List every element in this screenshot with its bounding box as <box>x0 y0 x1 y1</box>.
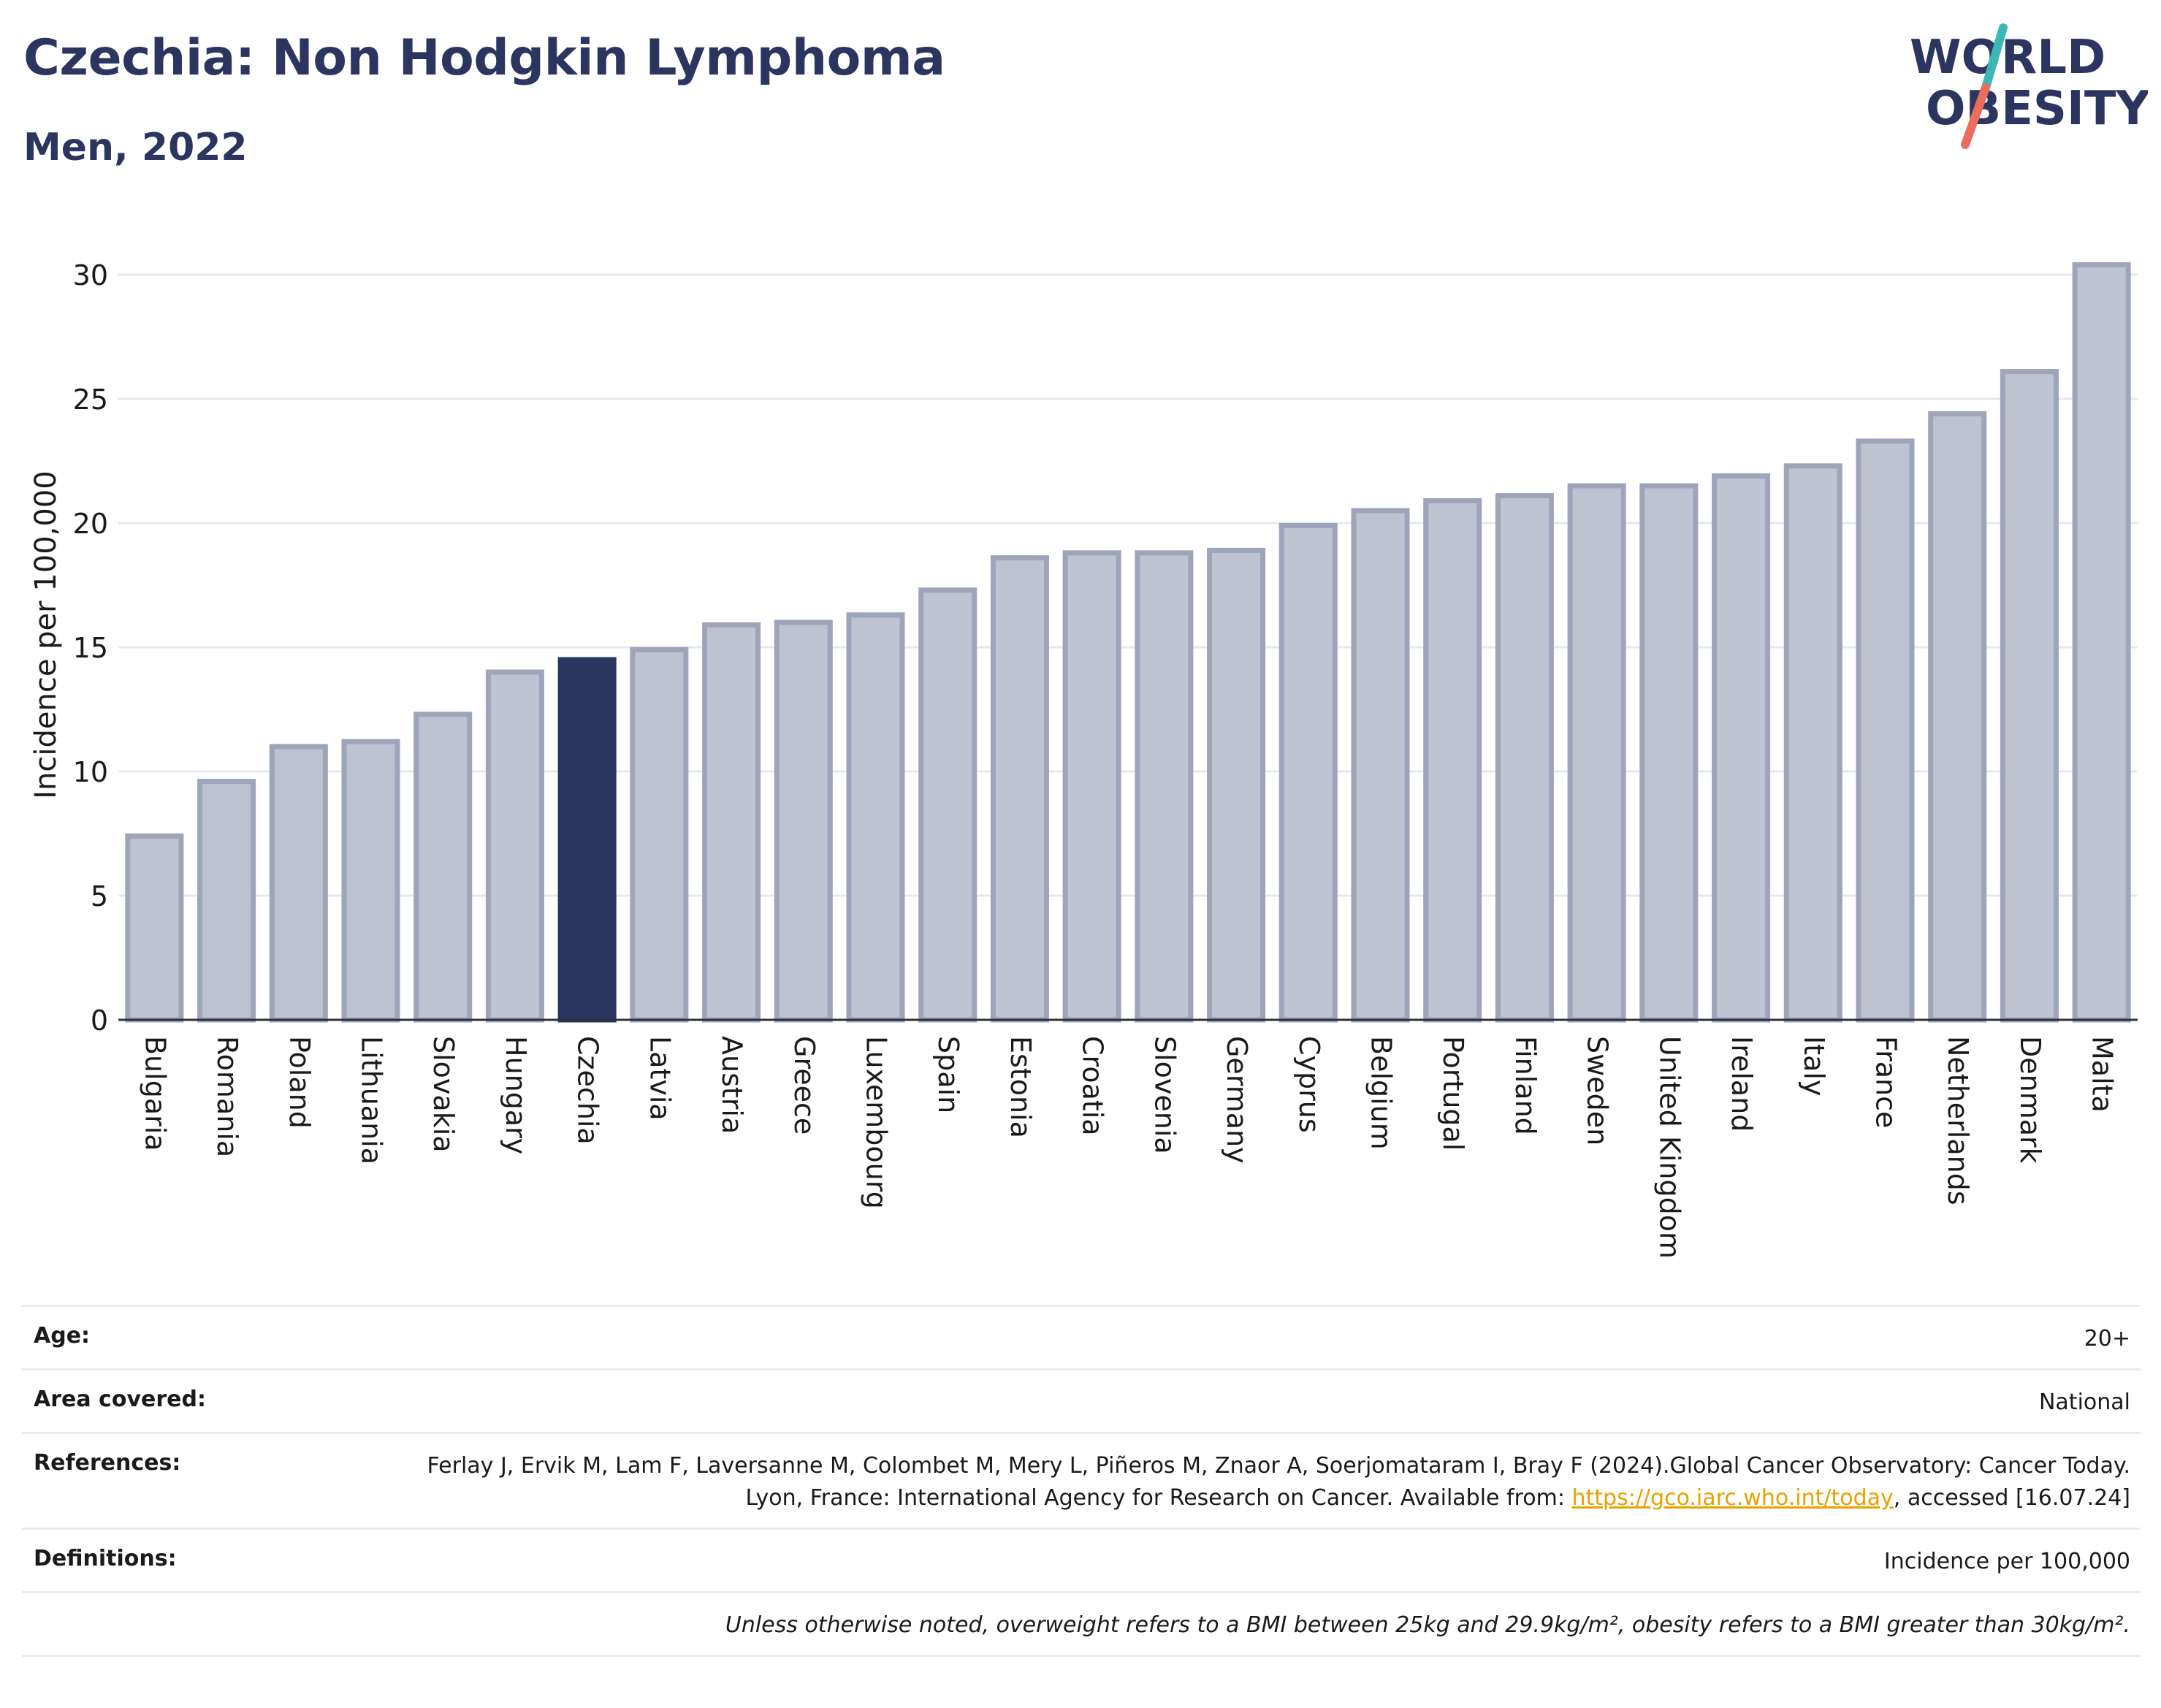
x-tick-label: United Kingdom <box>1653 1036 1685 1259</box>
chart-subtitle: Men, 2022 <box>23 126 248 169</box>
bar-poland <box>269 744 328 1023</box>
age-label: Age: <box>34 1323 91 1349</box>
x-tick-label: Sweden <box>1582 1036 1614 1145</box>
references-accessed: , accessed [16.07.24] <box>1893 1485 2130 1511</box>
bar-lithuania <box>341 739 400 1023</box>
bar-estonia <box>990 555 1049 1023</box>
x-tick-label: Poland <box>283 1036 316 1129</box>
area-value: National <box>2038 1389 2130 1415</box>
y-tick-label: 15 <box>73 632 108 664</box>
x-tick-label: Belgium <box>1365 1036 1398 1150</box>
bar-united-kingdom <box>1639 483 1699 1023</box>
x-tick-label: Ireland <box>1726 1036 1758 1132</box>
x-tick-label: Spain <box>932 1036 964 1113</box>
bar-slovakia <box>413 712 473 1023</box>
bar-belgium <box>1351 508 1410 1023</box>
bars <box>125 262 2131 1023</box>
meta-row-age: Age: 20+ <box>22 1305 2141 1368</box>
logo-slash-teal <box>1981 23 2008 92</box>
y-tick-label: 25 <box>73 384 108 416</box>
bar-czechia <box>557 657 617 1023</box>
bar-france <box>1856 438 1915 1023</box>
bar-sweden <box>1567 483 1626 1023</box>
bar-latvia <box>630 647 689 1023</box>
bmi-note: Unless otherwise noted, overweight refer… <box>725 1612 2130 1638</box>
x-tick-label: Austria <box>716 1036 748 1134</box>
bar-malta <box>2072 262 2131 1023</box>
x-tick-label: Bulgaria <box>139 1036 171 1151</box>
bar-slovenia <box>1135 550 1194 1023</box>
x-tick-label: Czechia <box>572 1036 604 1145</box>
world-obesity-logo: WORLD OBESITY <box>1910 23 2148 149</box>
x-tick-label: Cyprus <box>1293 1036 1325 1133</box>
x-tick-label: Denmark <box>2014 1036 2046 1164</box>
x-tick-label: Slovenia <box>1148 1036 1181 1154</box>
x-tick-label: Germany <box>1221 1036 1253 1164</box>
logo-slash-coral <box>1961 83 1990 149</box>
meta-row-definitions: Definitions: Incidence per 100,000 <box>22 1528 2141 1591</box>
area-label: Area covered: <box>34 1387 206 1412</box>
bar-austria <box>702 622 761 1023</box>
logo-word-obesity: OBESITY <box>1926 82 2148 136</box>
bar-ireland <box>1712 473 1771 1023</box>
bar-romania <box>197 779 256 1023</box>
x-tick-label: Latvia <box>644 1036 676 1121</box>
x-tick-label: Netherlands <box>1942 1036 1974 1205</box>
bar-netherlands <box>1928 411 1987 1023</box>
bar-hungary <box>485 669 544 1023</box>
y-tick-label: 20 <box>73 508 108 540</box>
definitions-value: Incidence per 100,000 <box>1883 1549 2130 1574</box>
bar-luxembourg <box>846 612 905 1023</box>
bar-spain <box>918 587 977 1023</box>
bar-italy <box>1783 463 1842 1023</box>
x-tick-label: Italy <box>1798 1036 1830 1096</box>
meta-row-area: Area covered: National <box>22 1368 2141 1432</box>
y-tick-label: 0 <box>91 1004 108 1037</box>
x-tick-label: Malta <box>2086 1036 2119 1113</box>
x-tick-label: Slovakia <box>427 1036 460 1153</box>
x-tick-label: Romania <box>211 1036 243 1157</box>
bar-chart: 0 5 10 15 20 25 30 Bulgaria Romania Poland Lithuan… <box>29 259 2138 1259</box>
x-tick-label: Luxembourg <box>861 1036 893 1209</box>
definitions-label: Definitions: <box>34 1546 177 1571</box>
bar-finland <box>1495 493 1554 1023</box>
x-tick-label: Portugal <box>1437 1036 1469 1151</box>
bar-portugal <box>1423 497 1482 1023</box>
age-value: 20+ <box>2084 1326 2130 1351</box>
bar-bulgaria <box>125 833 184 1023</box>
bar-germany <box>1207 547 1266 1023</box>
metadata-table: Age: 20+ Area covered: National Referenc… <box>22 1305 2141 1657</box>
bar-greece <box>774 619 833 1023</box>
references-label: References: <box>34 1450 181 1476</box>
x-tick-label: Hungary <box>500 1036 532 1154</box>
bar-cyprus <box>1278 522 1338 1023</box>
x-tick-label: Greece <box>788 1036 820 1135</box>
axes: 0 5 10 15 20 25 30 Bulgaria Romania Poland Lithuan… <box>73 259 2138 1259</box>
references-text: Ferlay J, Ervik M, Lam F, Laversanne M, … <box>427 1453 2130 1511</box>
y-tick-label: 30 <box>73 259 108 291</box>
meta-row-references: References: Ferlay J, Ervik M, Lam F, La… <box>22 1432 2141 1528</box>
references-link[interactable]: https://gco.iarc.who.int/today <box>1571 1485 1894 1511</box>
x-tick-label: France <box>1870 1036 1902 1128</box>
chart-title: Czechia: Non Hodgkin Lymphoma <box>23 29 945 87</box>
x-tick-label: Estonia <box>1005 1036 1037 1138</box>
bar-denmark <box>2000 369 2059 1023</box>
bar-croatia <box>1062 550 1121 1023</box>
y-axis-label: Incidence per 100,000 <box>29 470 63 799</box>
y-tick-label: 5 <box>91 880 108 912</box>
logo-word-world: WORLD <box>1910 31 2105 85</box>
references-value: Ferlay J, Ervik M, Lam F, Laversanne M, … <box>377 1450 2130 1514</box>
meta-row-note: Unless otherwise noted, overweight refer… <box>22 1591 2141 1657</box>
y-tick-label: 10 <box>73 756 108 788</box>
x-tick-label: Croatia <box>1077 1036 1109 1136</box>
x-tick-label: Finland <box>1509 1036 1541 1135</box>
x-tick-label: Lithuania <box>356 1036 388 1164</box>
